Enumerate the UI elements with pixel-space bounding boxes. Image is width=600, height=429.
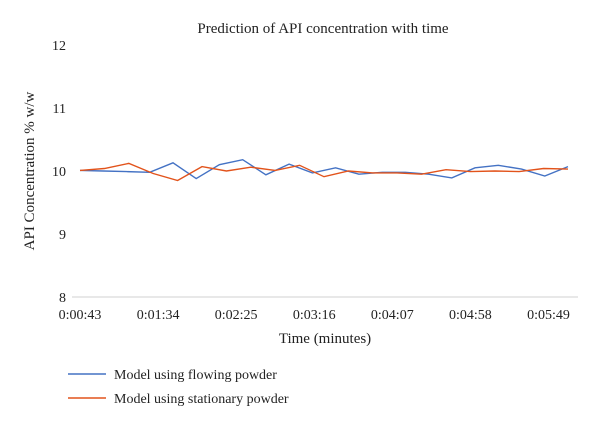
x-tick-label: 0:01:34 [137,308,180,323]
x-axis-ticks: 0:00:43 0:01:34 0:02:25 0:03:16 0:04:07 0:04:… [59,308,570,323]
y-axis-label: API Concentration % w/w [22,91,38,250]
y-axis-ticks: 8 9 10 11 12 [52,39,66,306]
y-tick-label: 8 [59,291,66,306]
legend: Model using flowing powder Model using st… [68,368,289,407]
legend-label-1: Model using flowing powder [114,368,277,383]
x-tick-label: 0:04:07 [371,308,414,323]
x-axis-label: Time (minutes) [279,331,371,347]
x-tick-label: 0:03:16 [293,308,336,323]
y-tick-label: 10 [52,165,66,180]
series-line-2 [79,162,569,182]
x-tick-label: 0:00:43 [59,308,102,323]
x-tick-label: 0:05:49 [527,308,570,323]
chart-title: Prediction of API concentration with tim… [197,21,449,37]
series-layer [79,158,569,182]
y-tick-label: 9 [59,228,66,243]
x-tick-label: 0:02:25 [215,308,258,323]
series-line-1 [79,158,569,180]
x-tick-label: 0:04:58 [449,308,492,323]
y-tick-label: 12 [52,39,66,54]
y-tick-label: 11 [53,102,66,117]
legend-label-2: Model using stationary powder [114,392,289,407]
